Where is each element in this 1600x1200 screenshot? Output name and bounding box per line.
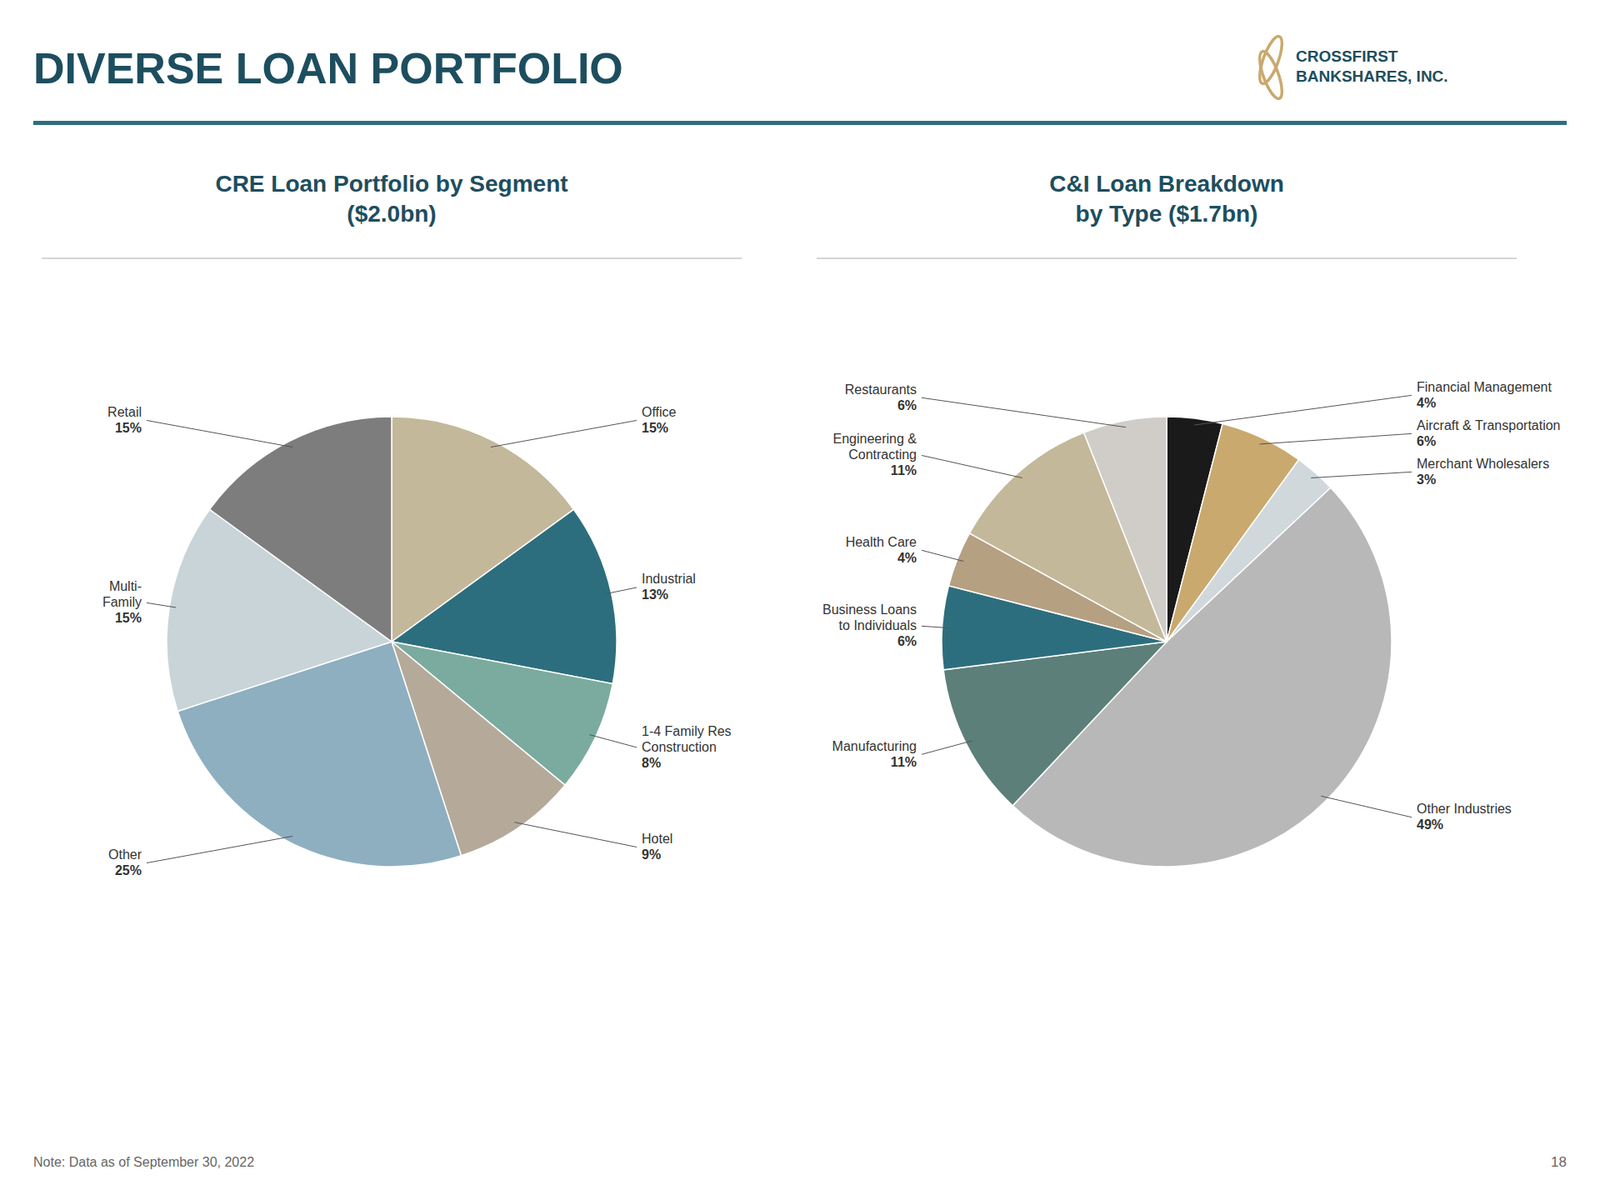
text-line: BANKSHARES, INC. [1295, 67, 1449, 85]
leader-line [146, 835, 293, 863]
text-line: Business Loans [822, 602, 917, 617]
footnote: Note: Data as of September 30, 2022 [33, 1155, 255, 1170]
text-line: Family [102, 595, 142, 610]
text-line: by Type ($1.7bn) [1075, 200, 1259, 227]
category-label: Restaurants [845, 382, 917, 397]
pie-chart: CRE Loan Portfolio by Segment ($2.0bn) Off… [41, 170, 742, 878]
pie-slice [943, 641, 1167, 806]
value-label: 4% [897, 550, 917, 565]
category-label: Multi-Family [102, 579, 142, 610]
category-label: Manufacturing [832, 739, 917, 754]
text-line: Manufacturing [832, 739, 917, 754]
text-line: Other [108, 847, 143, 862]
category-label: Industrial [641, 571, 696, 586]
background [0, 0, 1600, 1200]
leader-line [514, 822, 637, 848]
category-label: Merchant Wholesalers [1416, 456, 1550, 471]
text-line: Aircraft & Transportation [1416, 418, 1561, 433]
value-label: 8% [641, 755, 661, 770]
text-line: Contracting [848, 447, 917, 462]
text-line: Retail [107, 405, 142, 420]
slices [166, 416, 617, 867]
value-label: 15% [115, 610, 142, 625]
page: DIVERSE LOAN PORTFOLIO CROSSFIRST BANKSHAR… [0, 0, 1600, 1200]
text-line: Health Care [845, 535, 917, 550]
divider [816, 258, 1517, 260]
data-labels: Office15%Industrial13%1-4 Family ResCons… [102, 405, 732, 878]
text-line: CROSSFIRST [1295, 47, 1399, 65]
leader-line [921, 397, 1126, 427]
value-label: 6% [897, 634, 917, 649]
leader-line [146, 602, 176, 608]
text-line: to Individuals [839, 618, 917, 633]
text-line: Merchant Wholesalers [1416, 456, 1550, 471]
page-number: 18 [1550, 1154, 1567, 1170]
text-line: C&I Loan Breakdown [1049, 170, 1285, 197]
text-line: Restaurants [845, 382, 917, 397]
text-line: CRE Loan Portfolio by Segment [215, 170, 568, 197]
value-label: 49% [1416, 817, 1444, 832]
logo-text: CROSSFIRST BANKSHARES, INC. [1295, 47, 1449, 85]
header-rule [33, 120, 1567, 125]
text-line: Construction [641, 740, 717, 755]
leader-line [921, 625, 950, 628]
value-label: 6% [1416, 434, 1436, 449]
leader-line [589, 735, 637, 748]
page-title: DIVERSE LOAN PORTFOLIO [33, 44, 624, 93]
leader-line [146, 420, 293, 447]
divider [41, 258, 742, 260]
data-labels: Financial Management4%Aircraft & Transpo… [822, 380, 1560, 832]
category-label: Hotel [641, 831, 673, 846]
text-line: Financial Management [1416, 380, 1552, 395]
value-label: 9% [641, 847, 661, 862]
value-label: 6% [897, 398, 917, 413]
leader-line [1320, 795, 1412, 817]
pie-slice [210, 416, 392, 642]
text-line: ($2.0bn) [346, 200, 436, 227]
category-label: Office [641, 405, 677, 420]
leader-line [921, 740, 973, 755]
category-label: Other [108, 847, 143, 862]
text-line: Hotel [641, 831, 673, 846]
value-label: 4% [1416, 395, 1436, 410]
value-label: 11% [890, 463, 917, 478]
value-label: 13% [641, 587, 669, 602]
leader-line [921, 455, 1023, 478]
category-label: Health Care [845, 535, 917, 550]
leader-line [921, 550, 964, 561]
category-label: Engineering &Contracting [832, 431, 917, 462]
value-label: 15% [115, 420, 142, 435]
category-label: Aircraft & Transportation [1416, 418, 1561, 433]
logo: CROSSFIRST BANKSHARES, INC. [1255, 34, 1448, 102]
text-line: Multi- [109, 579, 142, 594]
category-label: Retail [107, 405, 142, 420]
pie-chart: C&I Loan Breakdown by Type ($1.7bn) Financ… [816, 170, 1561, 867]
leader-line [1310, 471, 1412, 478]
value-label: 15% [641, 420, 669, 435]
category-label: 1-4 Family ResConstruction [641, 724, 732, 755]
category-label: Business Loansto Individuals [822, 602, 917, 633]
leader-line [1194, 395, 1412, 425]
text-line: Industrial [641, 571, 696, 586]
logo-leaf [1255, 49, 1286, 102]
value-label: 25% [115, 863, 142, 878]
chart-title: CRE Loan Portfolio by Segment ($2.0bn) [215, 170, 568, 227]
text-line: Engineering & [832, 431, 917, 446]
text-line: 1-4 Family Res [641, 724, 732, 739]
value-label: 11% [890, 755, 917, 770]
text-line: Other Industries [1416, 801, 1512, 816]
chart-title: C&I Loan Breakdown by Type ($1.7bn) [1049, 170, 1285, 227]
leader-line [490, 420, 637, 447]
category-label: Other Industries [1416, 801, 1512, 816]
leader-line [1260, 433, 1412, 445]
category-label: Financial Management [1416, 380, 1552, 395]
leader-line [605, 587, 637, 595]
text-line: Office [641, 405, 677, 420]
value-label: 3% [1416, 472, 1436, 487]
pie-slice [1084, 416, 1167, 642]
slices [941, 416, 1392, 867]
